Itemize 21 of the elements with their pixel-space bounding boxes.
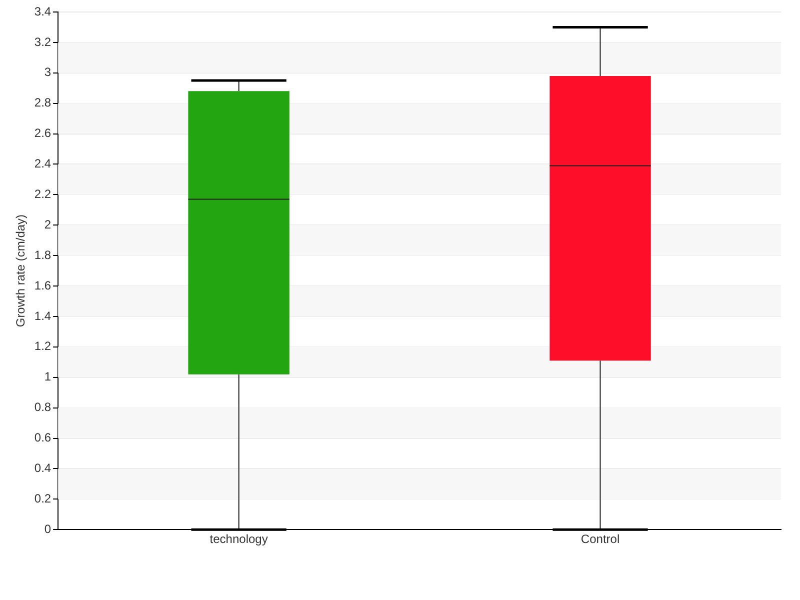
y-tick-label: 2 xyxy=(44,217,52,232)
y-tick-label: 0.8 xyxy=(34,400,52,414)
y-tick-label: 3 xyxy=(44,65,52,80)
y-tick-label: 0.4 xyxy=(34,461,52,476)
y-tick-label: 0.2 xyxy=(34,491,52,506)
y-tick-label: 2.8 xyxy=(34,96,52,110)
y-tick-label: 2.4 xyxy=(34,156,52,171)
y-tick-label: 2.6 xyxy=(34,126,52,140)
y-tick-label: 3.2 xyxy=(34,34,52,49)
x-tick-label: Control xyxy=(580,532,620,546)
y-tick-label: 1.4 xyxy=(34,308,52,323)
y-axis-title: Growth rate (cm/day) xyxy=(14,214,28,328)
y-tick-label: 1.6 xyxy=(34,278,52,292)
y-tick-label: 3.4 xyxy=(34,4,52,18)
y-tick-label: 1.8 xyxy=(34,248,52,262)
y-tick-label: 2.2 xyxy=(34,186,52,201)
x-tick-label: technology xyxy=(210,532,268,546)
y-tick-label: 0 xyxy=(44,522,52,536)
y-tick-label: 1 xyxy=(44,370,52,384)
y-tick-label: 1.2 xyxy=(34,339,52,354)
y-tick-label: 0.6 xyxy=(34,430,52,445)
